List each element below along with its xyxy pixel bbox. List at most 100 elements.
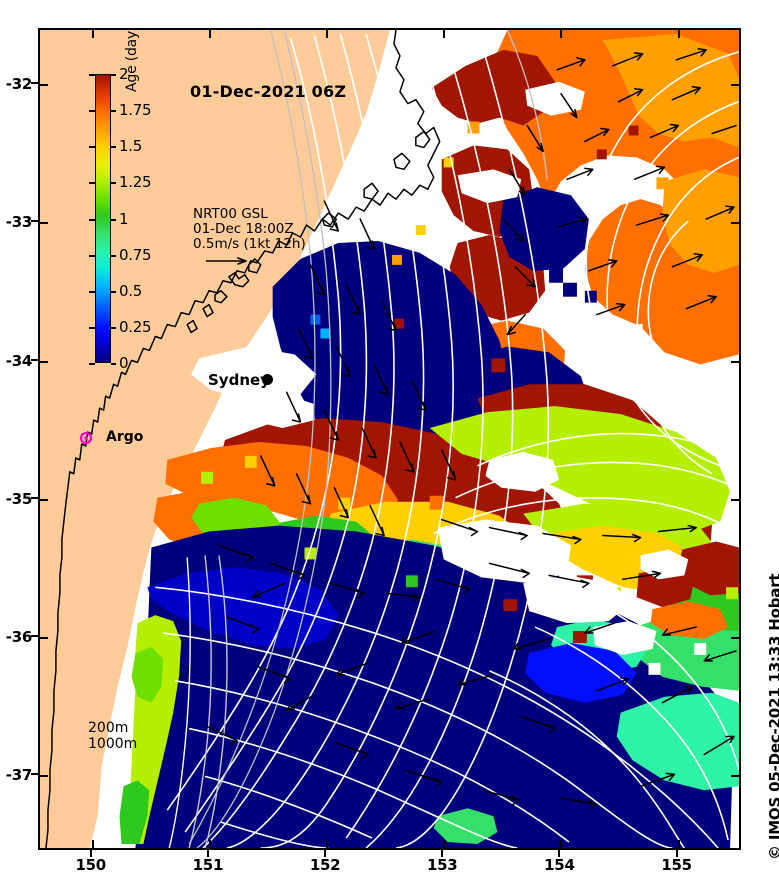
y-axis-tick-mark: [31, 220, 38, 223]
colorbar-tick-label: 1.25: [119, 173, 152, 192]
colorbar-tick-mark-right: [111, 326, 116, 329]
colorbar-tick-mark-right: [111, 110, 116, 113]
colorbar-tick-mark-right: [111, 218, 116, 221]
colorbar-tick-label: 0.5: [119, 281, 142, 300]
argo-legend-label: Argo: [106, 429, 144, 445]
y-axis-tick-inner-right: [731, 775, 739, 778]
current-legend-line2: 01-Dec 18:00Z: [193, 221, 294, 237]
y-axis-tick-inner-left: [40, 636, 48, 639]
x-axis-tick-label: 155: [661, 856, 692, 874]
argo-legend: Argo: [80, 429, 190, 449]
colorbar-tick-mark: [89, 182, 95, 185]
current-legend-line3: 0.5m/s (1kt 12h): [193, 236, 306, 252]
sst-age-map: [40, 30, 739, 848]
colorbar-axis-title: Age (days) of filled SST (wrt latest): [124, 30, 140, 92]
colorbar-tick-mark-right: [111, 363, 116, 365]
map-plot-area[interactable]: 01-Dec-2021 06Z NRT00 GSL 01-Dec 18:00Z …: [38, 28, 741, 850]
argo-float-icon: [80, 432, 92, 444]
colorbar-gradient: [95, 74, 111, 363]
x-axis-tick-mark: [675, 850, 678, 857]
colorbar-tick-mark: [89, 74, 95, 76]
y-axis-tick-mark: [31, 496, 38, 499]
age-field-eddy-yellow-band: [429, 406, 731, 534]
colorbar-tick-label: 2: [119, 65, 129, 83]
colorbar-tick-mark: [89, 254, 95, 257]
x-axis-tick-mark: [206, 850, 209, 857]
age-field-nodata-holes: [191, 81, 689, 655]
colorbar-tick-mark: [89, 146, 95, 149]
age-field-southeast-blue: [525, 643, 637, 703]
colorbar-tick-mark-right: [111, 146, 116, 149]
x-axis-tick-mark: [89, 850, 92, 857]
x-axis-tick-inner-top: [677, 30, 680, 38]
y-axis-tick-mark: [31, 358, 38, 361]
colorbar-tick-label: 1.5: [119, 137, 142, 156]
y-axis-tick-label: -32: [5, 75, 33, 94]
y-axis-tick-inner-left: [40, 84, 48, 87]
age-field-east-orange-patch: [650, 601, 729, 640]
copyright-credit: © IMOS 05-Dec-2021 13:33 Hobart: [766, 573, 779, 860]
x-axis-tick-inner-bottom: [326, 840, 329, 848]
age-field-sydney-offshore-darkblue-ext2: [499, 187, 589, 271]
colorbar-tick-mark: [89, 363, 95, 365]
colorbar-tick-label: 1: [119, 209, 129, 228]
colorbar-tick-label: 0: [119, 354, 129, 372]
x-axis-tick-mark: [324, 850, 327, 857]
coastline: [45, 30, 441, 848]
sydney-city-label: Sydney: [208, 371, 270, 389]
age-field-southeast-teal: [616, 692, 739, 791]
x-axis-tick-inner-bottom: [677, 840, 680, 848]
x-axis-tick-inner-bottom: [91, 840, 94, 848]
y-axis-tick-inner-left: [40, 360, 48, 363]
x-axis-tick-mark: [558, 850, 561, 857]
x-axis-tick-inner-top: [326, 30, 329, 38]
colorbar: 2 1.75 1.5 1.25 1 0.75 0.5 0.25 0: [89, 65, 152, 372]
x-axis-tick-inner-bottom: [208, 840, 211, 848]
x-axis-tick-label: 150: [75, 856, 107, 874]
plot-title: 01-Dec-2021 06Z: [190, 82, 347, 101]
y-axis-tick-label: -34: [5, 351, 33, 370]
current-vector-legend: NRT00 GSL 01-Dec 18:00Z 0.5m/s (1kt 12h): [193, 207, 306, 252]
y-axis-tick-inner-right: [731, 636, 739, 639]
colorbar-tick-label: 0.75: [119, 245, 152, 264]
age-field-east-darkred-patch2: [636, 567, 695, 608]
colorbar-tick-label: 1.75: [119, 101, 152, 120]
y-axis-tick-inner-right: [731, 222, 739, 225]
sydney-city-marker: [262, 374, 273, 385]
x-axis-tick-label: 152: [309, 856, 341, 874]
age-field-southern-basin-blue2: [147, 567, 339, 649]
colorbar-tick-mark: [89, 218, 95, 221]
age-field-coast-strip-green2: [131, 646, 164, 703]
y-axis-tick-label: -36: [5, 627, 33, 646]
colorbar-tick-mark: [89, 110, 95, 113]
y-axis-tick-label: -35: [5, 489, 33, 508]
x-axis-tick-inner-top: [443, 30, 446, 38]
x-axis-tick-mark: [441, 850, 444, 857]
x-axis-tick-inner-top: [91, 30, 94, 38]
x-axis-tick-inner-bottom: [560, 840, 563, 848]
bathymetry-200m-label: 200m: [88, 720, 129, 736]
colorbar-tick-mark-right: [111, 290, 116, 293]
bathymetry-1000m-line: [188, 555, 228, 848]
colorbar-tick-mark-right: [111, 74, 116, 76]
y-axis-tick-label: -37: [5, 766, 33, 785]
x-axis-tick-label: 151: [192, 856, 224, 874]
velocity-arrows: [206, 48, 737, 809]
age-field-ne-orange-light2: [662, 169, 739, 273]
x-axis-tick-inner-top: [560, 30, 563, 38]
x-axis-tick-inner-top: [208, 30, 211, 38]
x-axis-tick-label: 153: [427, 856, 458, 874]
y-axis-tick-mark: [31, 773, 38, 776]
y-axis-tick-inner-right: [731, 84, 739, 87]
y-axis-tick-mark: [31, 82, 38, 85]
colorbar-tick-mark-right: [111, 182, 116, 185]
current-legend-arrow-icon: [206, 257, 247, 265]
y-axis-tick-inner-right: [731, 360, 739, 363]
y-axis-tick-inner-left: [40, 222, 48, 225]
y-axis-tick-inner-left: [40, 775, 48, 778]
bathymetry-1000m-label: 1000m: [88, 736, 138, 752]
y-axis-tick-mark: [31, 634, 38, 637]
bathymetry-contours: [188, 30, 548, 848]
bathymetry-legend: 200m 1000m: [88, 720, 137, 752]
